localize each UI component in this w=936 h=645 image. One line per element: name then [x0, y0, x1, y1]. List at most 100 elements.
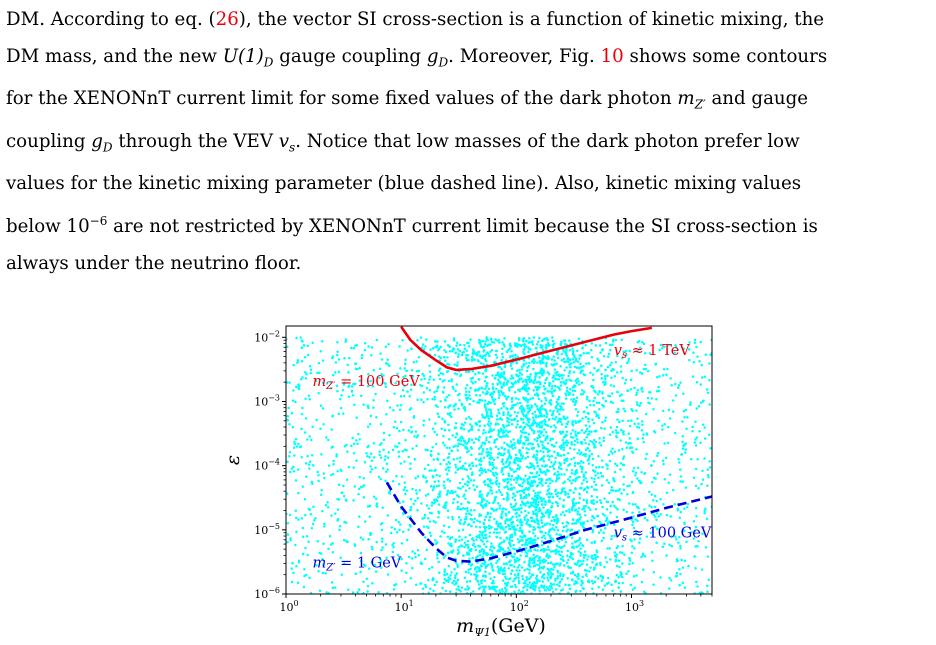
scatter-point: [429, 484, 433, 488]
scatter-point: [601, 512, 605, 516]
scatter-point: [628, 557, 631, 560]
scatter-point: [427, 381, 430, 385]
scatter-point: [575, 381, 578, 385]
scatter-point: [327, 591, 330, 594]
scatter-point: [294, 437, 298, 441]
scatter-point: [384, 454, 387, 458]
scatter-point: [510, 505, 513, 509]
scatter-point: [522, 534, 526, 537]
scatter-point: [352, 466, 355, 469]
scatter-point: [528, 523, 531, 527]
scatter-point: [703, 457, 706, 460]
scatter-point: [631, 491, 635, 495]
scatter-point: [475, 525, 478, 528]
scatter-point: [696, 355, 699, 358]
scatter-point: [410, 431, 413, 434]
scatter-point: [509, 503, 513, 506]
scatter-point: [630, 446, 634, 449]
scatter-point: [674, 574, 678, 578]
scatter-point: [501, 453, 505, 457]
scatter-point: [700, 568, 704, 571]
scatter-point: [395, 427, 399, 430]
scatter-point: [532, 381, 535, 385]
scatter-point: [299, 336, 302, 339]
scatter-point: [290, 567, 293, 570]
scatter-point: [484, 483, 487, 486]
scatter-point: [513, 577, 516, 581]
scatter-point: [463, 507, 467, 511]
scatter-point: [540, 464, 544, 467]
scatter-point: [586, 558, 589, 561]
scatter-point: [430, 454, 433, 458]
scatter-point: [608, 343, 612, 347]
scatter-point: [422, 400, 425, 404]
scatter-point: [478, 401, 481, 405]
scatter-point: [510, 585, 514, 588]
scatter-point: [453, 576, 457, 580]
scatter-point: [498, 393, 501, 397]
reference-link[interactable]: 26: [215, 9, 239, 30]
scatter-point: [525, 578, 529, 581]
scatter-point: [399, 367, 402, 370]
scatter-point: [528, 361, 531, 365]
scatter-point: [454, 591, 458, 594]
scatter-point: [586, 485, 589, 489]
scatter-point: [700, 591, 703, 594]
scatter-point: [484, 392, 487, 395]
scatter-point: [708, 466, 712, 469]
scatter-point: [512, 547, 515, 550]
scatter-point: [562, 525, 566, 529]
scatter-point: [681, 447, 685, 450]
scatter-point: [434, 404, 438, 407]
scatter-point: [542, 434, 545, 437]
scatter-point: [352, 346, 356, 350]
scatter-point: [510, 349, 513, 353]
scatter-point: [527, 364, 531, 368]
scatter-point: [437, 369, 441, 372]
reference-link[interactable]: 10: [600, 45, 624, 67]
scatter-point: [598, 441, 601, 445]
scatter-point: [527, 346, 530, 349]
scatter-point: [438, 474, 441, 478]
scatter-point: [566, 357, 570, 361]
scatter-point: [436, 551, 439, 554]
scatter-point: [606, 523, 609, 526]
scatter-point: [311, 464, 315, 467]
scatter-point: [677, 535, 681, 539]
scatter-point: [304, 397, 307, 400]
scatter-point: [314, 379, 318, 383]
scatter-point: [495, 418, 499, 421]
scatter-point: [479, 586, 482, 589]
scatter-point: [495, 490, 498, 494]
scatter-point: [530, 480, 533, 483]
scatter-point: [453, 426, 457, 430]
scatter-point: [492, 585, 496, 588]
scatter-point: [480, 469, 484, 472]
scatter-point: [523, 561, 526, 564]
scatter-point: [443, 486, 446, 490]
scatter-point: [435, 580, 438, 584]
scatter-point: [297, 518, 300, 521]
scatter-point: [388, 406, 392, 409]
scatter-point: [489, 512, 492, 515]
scatter-point: [520, 510, 523, 514]
scatter-point: [397, 482, 401, 486]
scatter-point: [331, 445, 335, 448]
scatter-point: [622, 508, 625, 512]
scatter-point: [642, 433, 645, 436]
scatter-point: [421, 384, 424, 388]
scatter-point: [500, 493, 504, 497]
scatter-point: [467, 344, 471, 348]
scatter-point: [545, 493, 549, 496]
scatter-point: [456, 393, 460, 397]
scatter-point: [544, 531, 547, 535]
scatter-point: [455, 588, 458, 591]
scatter-point: [668, 587, 671, 590]
scatter-point: [620, 492, 623, 495]
scatter-point: [401, 388, 405, 392]
scatter-point: [490, 412, 493, 416]
scatter-point: [544, 431, 548, 434]
scatter-point: [630, 551, 634, 555]
scatter-point: [558, 417, 561, 420]
scatter-point: [559, 447, 563, 450]
